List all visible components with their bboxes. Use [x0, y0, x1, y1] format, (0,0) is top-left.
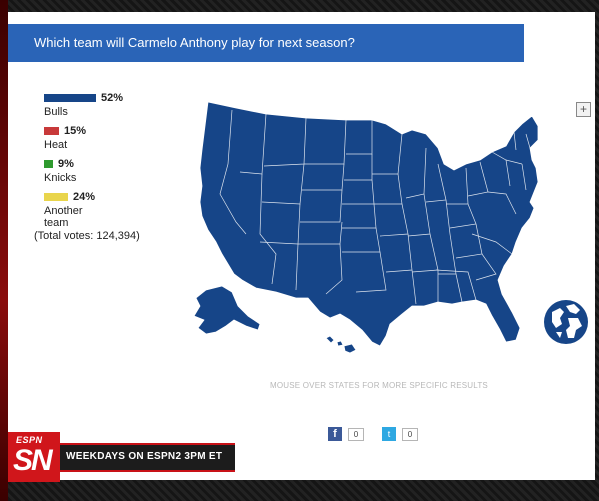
twitter-icon[interactable]: t: [382, 427, 396, 441]
legend-swatch-bulls: [44, 94, 96, 102]
contiguous-us-shape[interactable]: [199, 101, 539, 347]
hawaii-shape[interactable]: [325, 335, 357, 354]
legend-label-knicks: Knicks: [44, 172, 77, 184]
map-hint: MOUSE OVER STATES FOR MORE SPECIFIC RESU…: [270, 381, 488, 390]
state-borders: [219, 109, 531, 305]
legend-label-heat: Heat: [44, 139, 68, 151]
espn-logo-text: ESPN: [16, 435, 43, 445]
legend-swatch-knicks: [44, 160, 53, 168]
facebook-icon[interactable]: f: [328, 427, 342, 441]
facebook-share-count: 0: [348, 428, 364, 441]
legend-percent-bulls: 52%: [101, 92, 124, 104]
legend-percent-heat: 15%: [64, 125, 87, 137]
total-votes: (Total votes: 124,394): [34, 230, 140, 242]
poll-header: Which team will Carmelo Anthony play for…: [8, 24, 524, 62]
legend-percent-another-team: 24%: [73, 191, 96, 203]
twitter-share-count: 0: [402, 428, 418, 441]
legend-swatch-another-team: [44, 193, 68, 201]
sn-logo-text: SN: [13, 444, 53, 477]
legend-swatch-heat: [44, 127, 59, 135]
poll-panel: Which team will Carmelo Anthony play for…: [8, 12, 595, 480]
legend-label-another-team: Another team: [44, 205, 83, 229]
us-results-map[interactable]: [176, 94, 546, 354]
alaska-shape[interactable]: [193, 285, 261, 335]
sportsnation-logo[interactable]: ESPN SN: [8, 432, 60, 482]
red-side-edge: [0, 0, 8, 501]
legend-percent-knicks: 9%: [58, 158, 74, 170]
map-zoom-button[interactable]: +: [576, 102, 591, 117]
legend-label-bulls: Bulls: [44, 106, 68, 118]
airing-tagline: WEEKDAYS ON ESPN2 3PM ET: [66, 451, 223, 462]
poll-question: Which team will Carmelo Anthony play for…: [34, 35, 355, 50]
globe-icon[interactable]: [542, 298, 590, 346]
airing-banner: WEEKDAYS ON ESPN2 3PM ET: [60, 443, 235, 472]
